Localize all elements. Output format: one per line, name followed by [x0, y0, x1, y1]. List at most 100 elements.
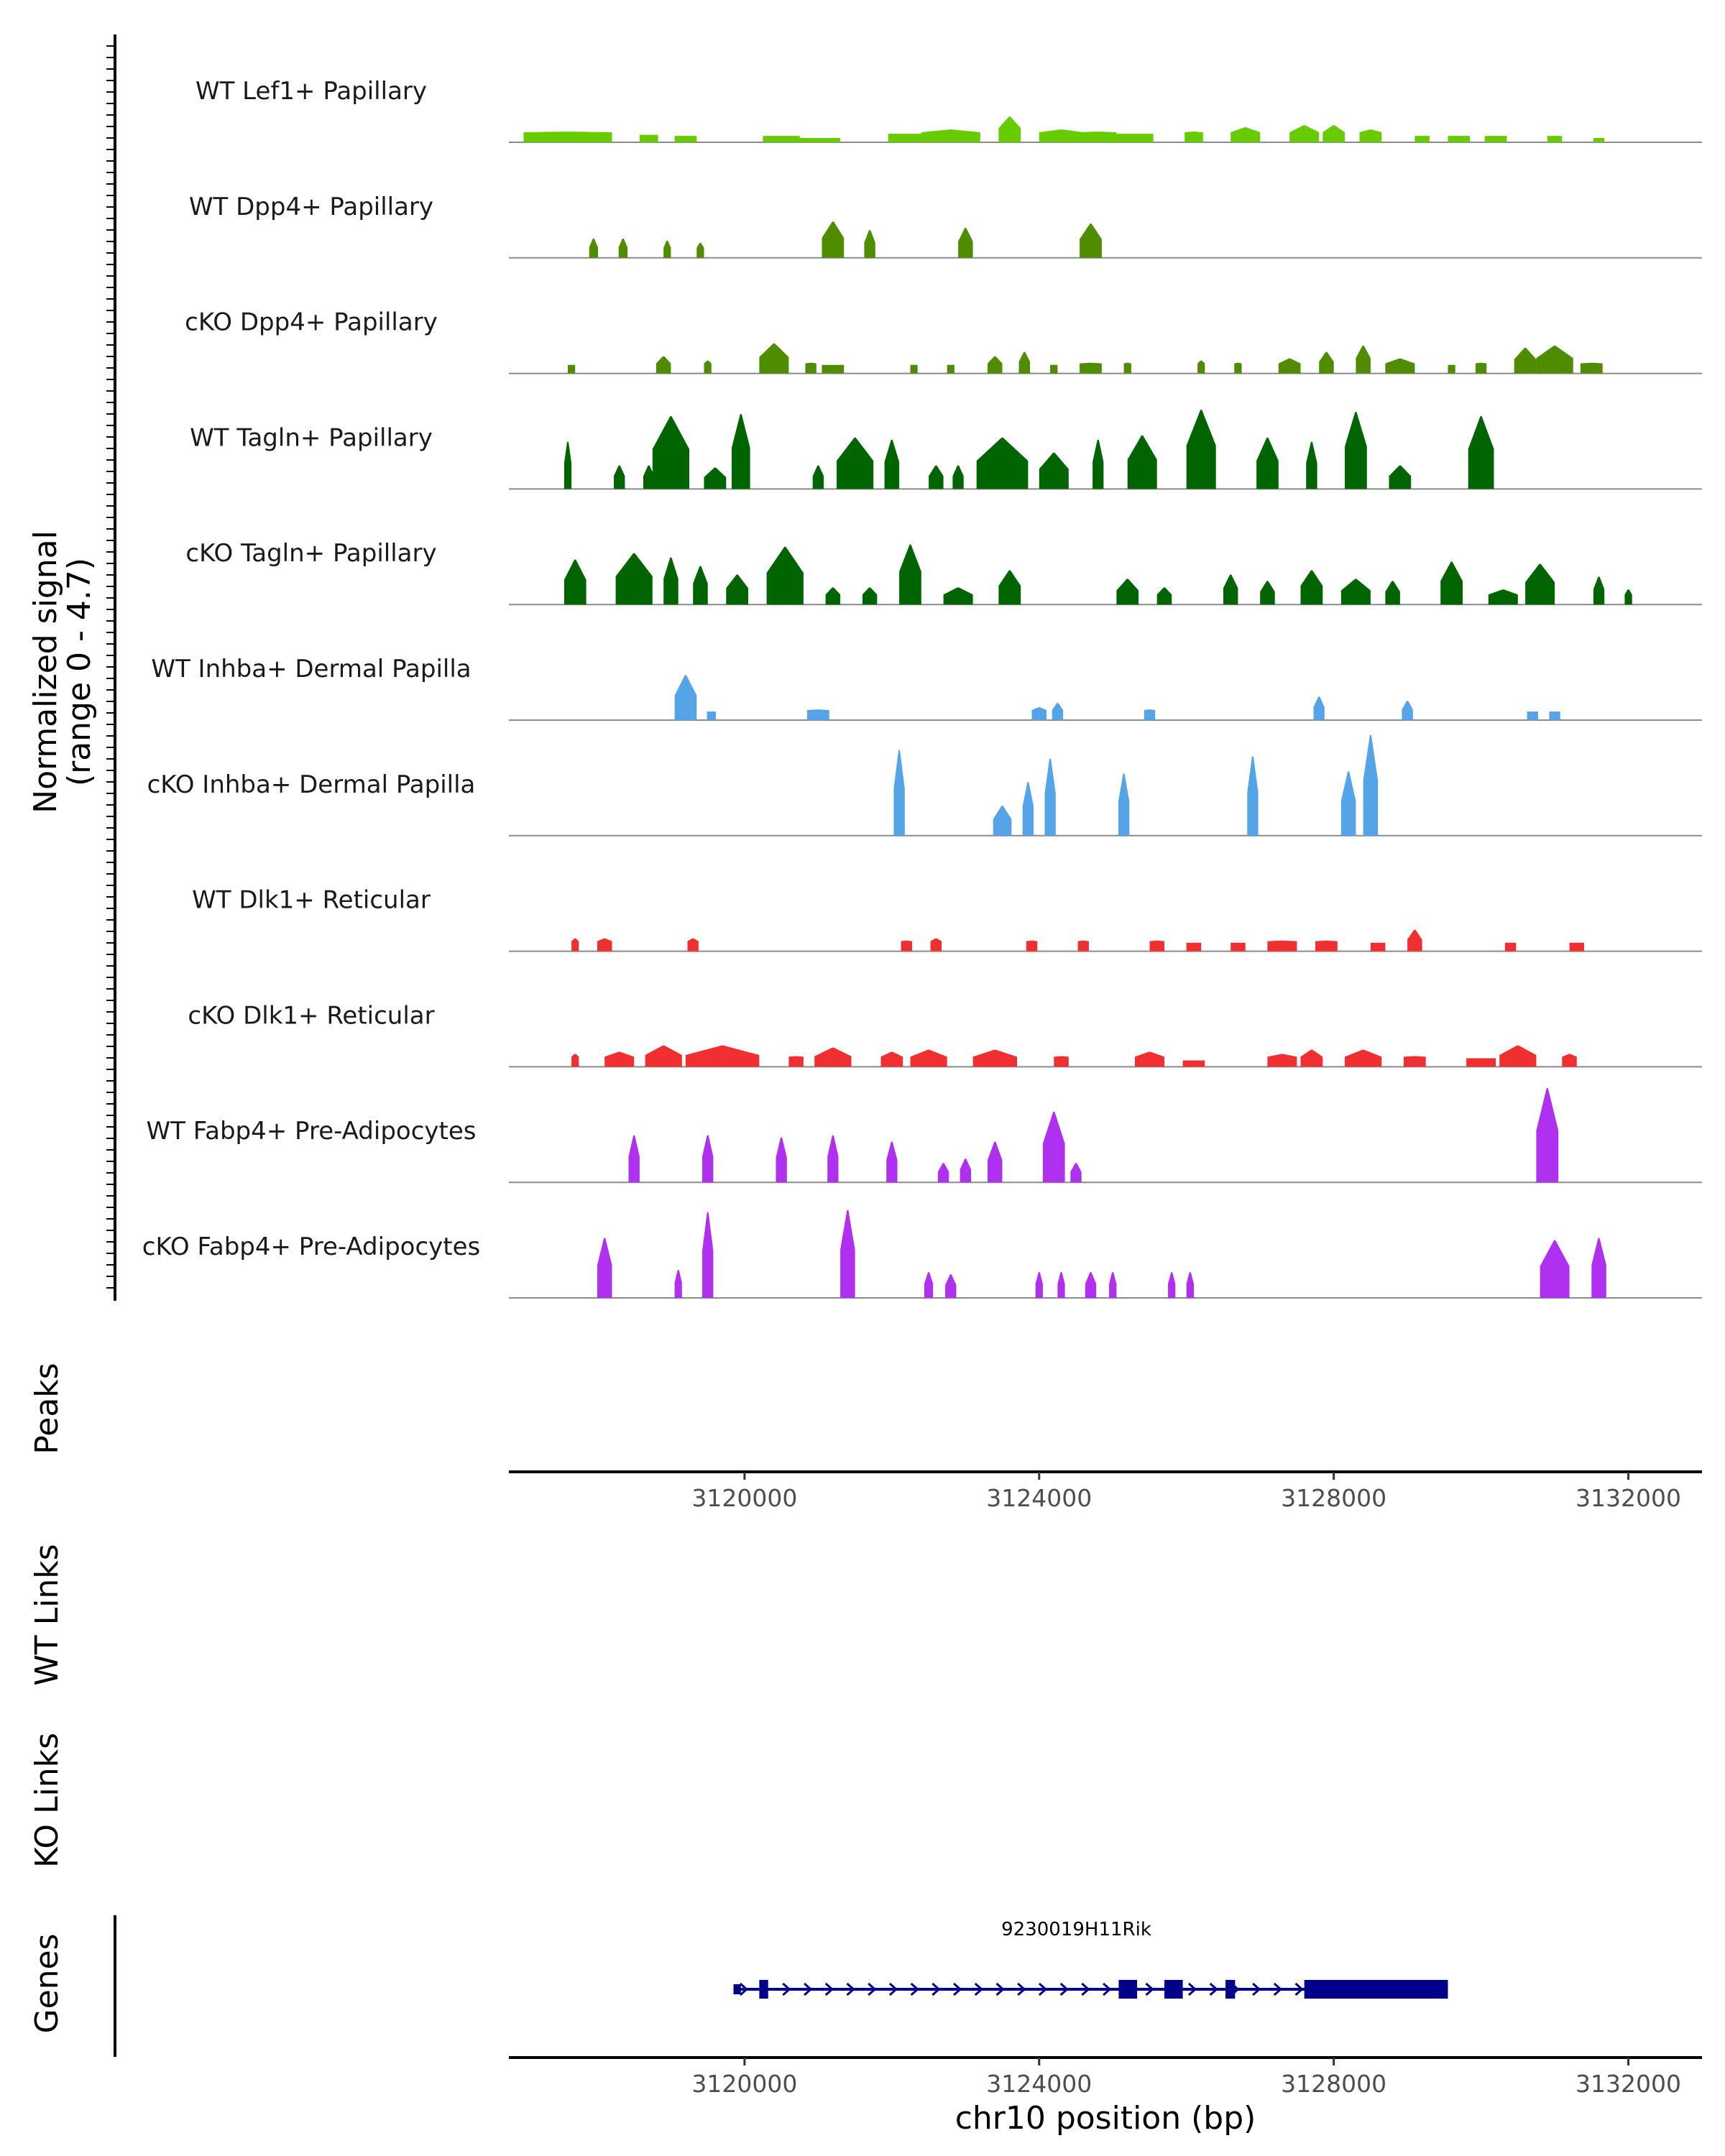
coverage-peak — [685, 1045, 760, 1067]
track-label: WT Inhba+ Dermal Papilla — [151, 655, 471, 683]
track-1: WT Dpp4+ Papillary — [189, 193, 1702, 259]
coverage-peak — [1123, 362, 1131, 374]
coverage-peak — [1118, 773, 1130, 836]
coverage-peak — [1319, 351, 1334, 374]
coverage-peak — [1484, 136, 1507, 142]
coverage-peak — [929, 465, 944, 489]
coverage-peak — [1466, 1058, 1496, 1067]
coverage-peak — [1313, 696, 1325, 720]
coverage-peak — [1050, 364, 1058, 374]
exon — [1304, 1980, 1448, 1999]
x-tick-label: 3128000 — [1281, 1484, 1386, 1512]
coverage-peak — [837, 437, 874, 489]
coverage-peak — [1340, 579, 1371, 605]
coverage-peak — [943, 587, 973, 605]
x-tick-label: 3132000 — [1576, 2070, 1681, 2098]
coverage-peak — [1536, 345, 1573, 374]
coverage-peak — [825, 587, 841, 605]
coverage-peak — [618, 239, 627, 258]
coverage-peak — [1234, 362, 1242, 374]
coverage-peak — [1547, 136, 1563, 142]
strand-arrow — [1209, 1982, 1218, 1996]
coverage-peak — [1127, 435, 1157, 489]
coverage-peak — [888, 134, 925, 142]
coverage-peak — [1315, 940, 1338, 952]
coverage-peak — [696, 242, 704, 258]
coverage-peak — [615, 553, 653, 605]
coverage-peak — [1070, 1163, 1082, 1183]
coverage-peak — [1359, 129, 1382, 142]
coverage-peak — [840, 1210, 855, 1298]
x-axis-title: chr10 position (bp) — [955, 2100, 1256, 2137]
coverage-peak — [693, 566, 708, 605]
coverage-peak — [674, 136, 697, 142]
coverage-peak — [1499, 1045, 1537, 1067]
coverage-peak — [1116, 579, 1139, 605]
coverage-peak — [1247, 756, 1259, 836]
strand-arrow — [932, 1982, 941, 1996]
coverage-peak — [1549, 711, 1560, 720]
coverage-peak — [988, 1141, 1003, 1183]
track-5: WT Inhba+ Dermal Papilla — [151, 655, 1702, 721]
coverage-peak — [884, 439, 900, 489]
coverage-peak — [1591, 1238, 1606, 1298]
x-tick-label: 3120000 — [691, 2070, 797, 2098]
coverage-peak — [652, 416, 689, 489]
coverage-peak — [1356, 345, 1371, 374]
coverage-peak — [702, 1135, 714, 1183]
coverage-peak — [732, 414, 750, 489]
track-8: cKO Dlk1+ Reticular — [188, 1001, 1702, 1068]
coverage-peak — [1168, 1272, 1176, 1298]
coverage-peak — [1527, 711, 1538, 720]
coverage-peak — [814, 1047, 852, 1067]
coverage-peak — [910, 364, 918, 374]
coverage-peak — [1562, 1054, 1577, 1067]
coverage-peak — [1404, 1056, 1426, 1067]
coverage-peak — [1525, 563, 1555, 605]
genes-x-axis: 3120000 3124000 3128000 3132000 — [691, 2058, 1681, 2098]
coverage-peak — [1593, 138, 1605, 142]
coverage-peak — [930, 938, 942, 952]
coverage-peak — [958, 228, 973, 258]
coverage-peak — [1135, 1051, 1164, 1067]
coverage-peak — [1448, 136, 1471, 142]
coverage-peak — [1057, 1272, 1065, 1298]
coverage-peak — [880, 1051, 903, 1067]
strand-arrow — [1145, 1982, 1154, 1996]
strand-arrow — [1081, 1982, 1090, 1996]
x-tick-label: 3128000 — [1281, 2070, 1386, 2098]
coverage-peak — [921, 129, 980, 142]
coverage-peak — [1389, 465, 1412, 489]
coverage-peak — [766, 546, 804, 605]
coverage-peak — [805, 362, 816, 374]
track-10: cKO Fabp4+ Pre-Adipocytes — [142, 1210, 1702, 1299]
coverage-peak — [1230, 127, 1261, 142]
coverage-peak — [899, 544, 921, 605]
track-2: cKO Dpp4+ Papillary — [185, 308, 1702, 374]
coverage-tracks: WT Lef1+ Papillary WT Dpp4+ Papillary cKO … — [142, 77, 1702, 1299]
coverage-peak — [663, 241, 671, 258]
strand-arrow — [1017, 1982, 1026, 1996]
coverage-peak — [597, 1238, 612, 1298]
coverage-peak — [628, 1135, 640, 1183]
strand-arrow — [846, 1982, 855, 1996]
coverage-peak — [1504, 942, 1517, 952]
exon — [1164, 1980, 1183, 1999]
coverage-peak — [1044, 758, 1056, 836]
coverage-peak — [1536, 1088, 1559, 1183]
ko-links-track-label: KO Links — [29, 1733, 65, 1868]
coverage-peak — [1052, 703, 1064, 720]
coverage-peak — [998, 570, 1021, 605]
coverage-peak — [1156, 587, 1172, 605]
coverage-peak — [862, 587, 878, 605]
coverage-peak — [822, 364, 845, 374]
coverage-peak — [1468, 416, 1494, 489]
coverage-peak — [1026, 940, 1038, 952]
coverage-peak — [1144, 709, 1156, 720]
coverage-peak — [1569, 942, 1584, 952]
strand-arrow — [804, 1982, 813, 1996]
coverage-peak — [589, 239, 598, 258]
coverage-peak — [1448, 364, 1455, 374]
track-label: WT Dlk1+ Reticular — [192, 886, 431, 915]
